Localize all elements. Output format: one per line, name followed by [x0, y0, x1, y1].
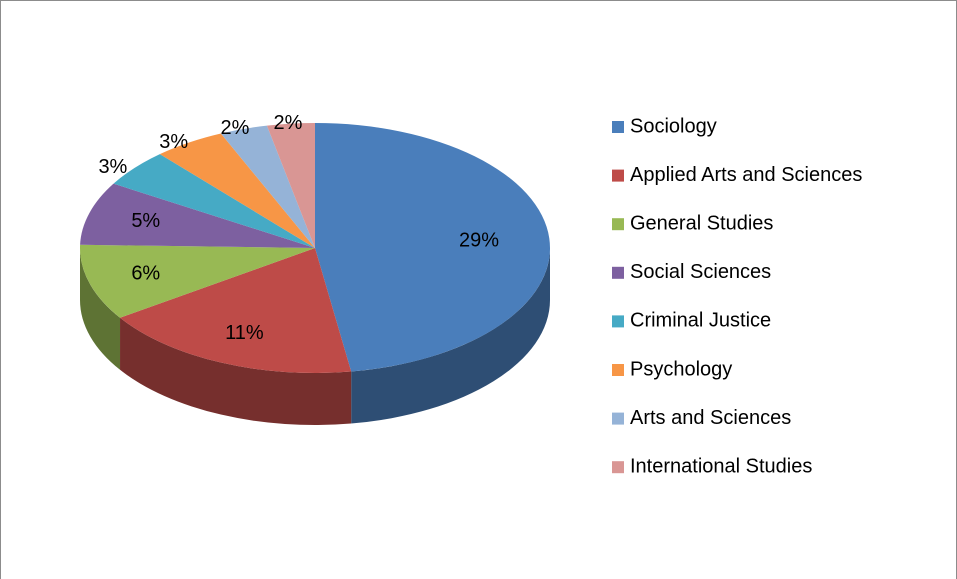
legend-label: Social Sciences — [630, 261, 771, 283]
legend-swatch — [612, 169, 624, 182]
legend-swatch — [612, 412, 624, 425]
legend-label: General Studies — [630, 212, 773, 234]
legend-swatch — [612, 121, 624, 133]
slice — [315, 123, 551, 372]
legend-swatch — [612, 364, 624, 376]
legend-label: Sociology — [630, 115, 717, 137]
legend-label: International Studies — [630, 455, 812, 477]
slice — [113, 154, 315, 248]
legend-label: Applied Arts and Sciences — [630, 164, 862, 186]
data-label: 29% — [459, 230, 499, 252]
data-label: 5% — [131, 210, 160, 232]
slice — [266, 123, 315, 248]
slice-side — [120, 317, 352, 425]
legend-label: Criminal Justice — [630, 310, 771, 332]
legend-label: Arts and Sciences — [630, 407, 791, 429]
data-label: 6% — [131, 262, 160, 284]
legend-swatch — [612, 218, 624, 231]
legend-swatch — [612, 266, 624, 279]
legend-swatch — [612, 315, 624, 328]
slice — [80, 183, 315, 248]
data-label: 2% — [273, 112, 302, 134]
legend-swatch — [612, 461, 624, 474]
legend-label: Psychology — [630, 358, 732, 380]
data-label: 2% — [221, 117, 250, 139]
slice — [220, 125, 315, 248]
data-label: 3% — [159, 131, 188, 153]
data-label: 3% — [98, 156, 127, 178]
data-label: 11% — [225, 322, 264, 344]
slice-side — [80, 248, 121, 370]
slice — [80, 244, 315, 318]
slice — [159, 133, 315, 248]
slice — [120, 248, 352, 374]
slice-side — [351, 248, 550, 424]
